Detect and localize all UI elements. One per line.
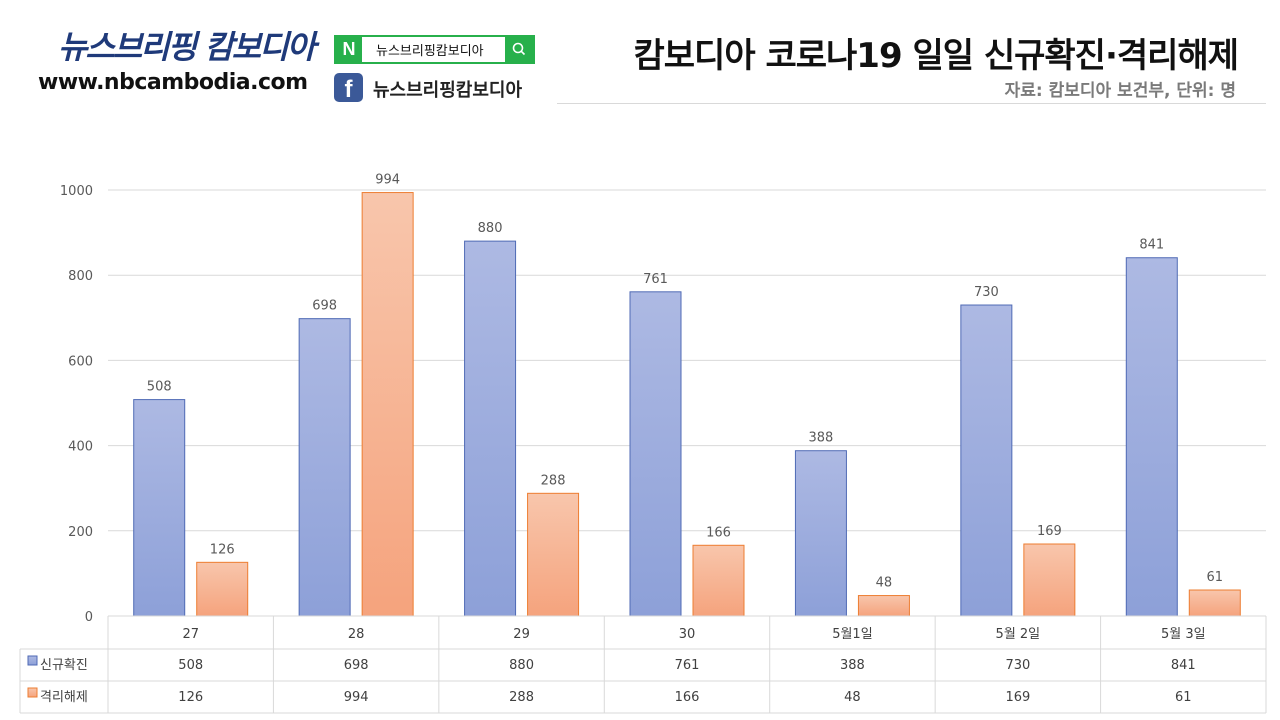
legend-label-series-2: 격리해제 [40, 690, 88, 705]
y-tick-label: 800 [68, 269, 93, 284]
data-label: 730 [974, 285, 999, 300]
data-label: 126 [210, 542, 235, 557]
y-tick-label: 200 [68, 525, 93, 540]
source-note: 자료: 캄보디아 보건부, 단위: 명 [1004, 81, 1236, 101]
table-cell: 48 [844, 690, 861, 705]
search-icon [512, 42, 526, 56]
facebook-icon[interactable]: f [334, 73, 363, 102]
x-tick-label: 5월 3일 [1161, 627, 1206, 642]
bar-series-1[interactable] [960, 304, 1013, 617]
bar-series-2[interactable] [527, 492, 580, 617]
bar-series-2[interactable] [1023, 543, 1076, 617]
table-cell: 61 [1175, 690, 1192, 705]
facebook-page-name[interactable]: 뉴스브리핑캄보디아 [373, 80, 523, 101]
data-label: 508 [147, 380, 172, 395]
chart-title: 캄보디아 코로나19 일일 신규확진·격리해제 [633, 36, 1239, 76]
legend-swatch-series-2 [27, 687, 38, 698]
y-tick-label: 0 [85, 610, 93, 625]
data-label: 388 [809, 431, 834, 446]
x-tick-label: 5월1일 [832, 627, 872, 642]
brand-url[interactable]: www.nbcambodia.com [38, 70, 308, 95]
table-cell: 841 [1171, 658, 1196, 673]
search-button[interactable] [505, 37, 533, 62]
bar-series-2[interactable] [692, 544, 745, 617]
naver-logo-icon: N [336, 37, 362, 62]
y-tick-label: 600 [68, 354, 93, 369]
naver-search-text: 뉴스브리핑캄보디아 [376, 44, 484, 59]
data-label: 761 [643, 272, 668, 287]
data-label: 48 [876, 576, 893, 591]
legend-label-series-1: 신규확진 [40, 658, 88, 673]
naver-search-box[interactable]: N 뉴스브리핑캄보디아 [334, 35, 535, 64]
data-label: 61 [1207, 570, 1224, 585]
table-cell: 388 [840, 658, 865, 673]
x-tick-label: 30 [679, 627, 696, 642]
y-tick-label: 400 [68, 440, 93, 455]
bar-series-1[interactable] [298, 318, 351, 617]
data-label: 288 [541, 473, 566, 488]
data-label: 698 [312, 299, 337, 314]
x-tick-label: 29 [513, 627, 530, 642]
table-cell: 169 [1005, 690, 1030, 705]
table-cell: 994 [344, 690, 369, 705]
data-label: 169 [1037, 524, 1062, 539]
table-cell: 761 [675, 658, 700, 673]
bar-series-2[interactable] [857, 595, 910, 617]
data-label: 880 [478, 221, 503, 236]
y-tick-label: 1000 [60, 184, 93, 199]
bar-series-1[interactable] [464, 240, 517, 617]
table-cell: 166 [675, 690, 700, 705]
bar-series-1[interactable] [133, 399, 186, 617]
bar-series-1[interactable] [1125, 257, 1178, 617]
x-tick-label: 27 [182, 627, 199, 642]
table-cell: 880 [509, 658, 534, 673]
data-label: 841 [1139, 238, 1164, 253]
bar-series-1[interactable] [629, 291, 682, 617]
brand-name: 뉴스브리핑 캄보디아 [58, 28, 316, 66]
bar-series-2[interactable] [196, 561, 249, 617]
table-cell: 698 [344, 658, 369, 673]
bar-series-1[interactable] [794, 450, 847, 617]
legend-swatch-series-1 [27, 655, 38, 666]
bar-series-2[interactable] [361, 192, 414, 617]
header-divider [557, 103, 1266, 104]
x-tick-label: 5월 2일 [996, 627, 1041, 642]
data-label: 994 [375, 173, 400, 188]
table-cell: 508 [178, 658, 203, 673]
x-tick-label: 28 [348, 627, 365, 642]
table-cell: 288 [509, 690, 534, 705]
data-label: 166 [706, 525, 731, 540]
bar-series-2[interactable] [1188, 589, 1241, 617]
table-cell: 730 [1005, 658, 1030, 673]
table-cell: 126 [178, 690, 203, 705]
